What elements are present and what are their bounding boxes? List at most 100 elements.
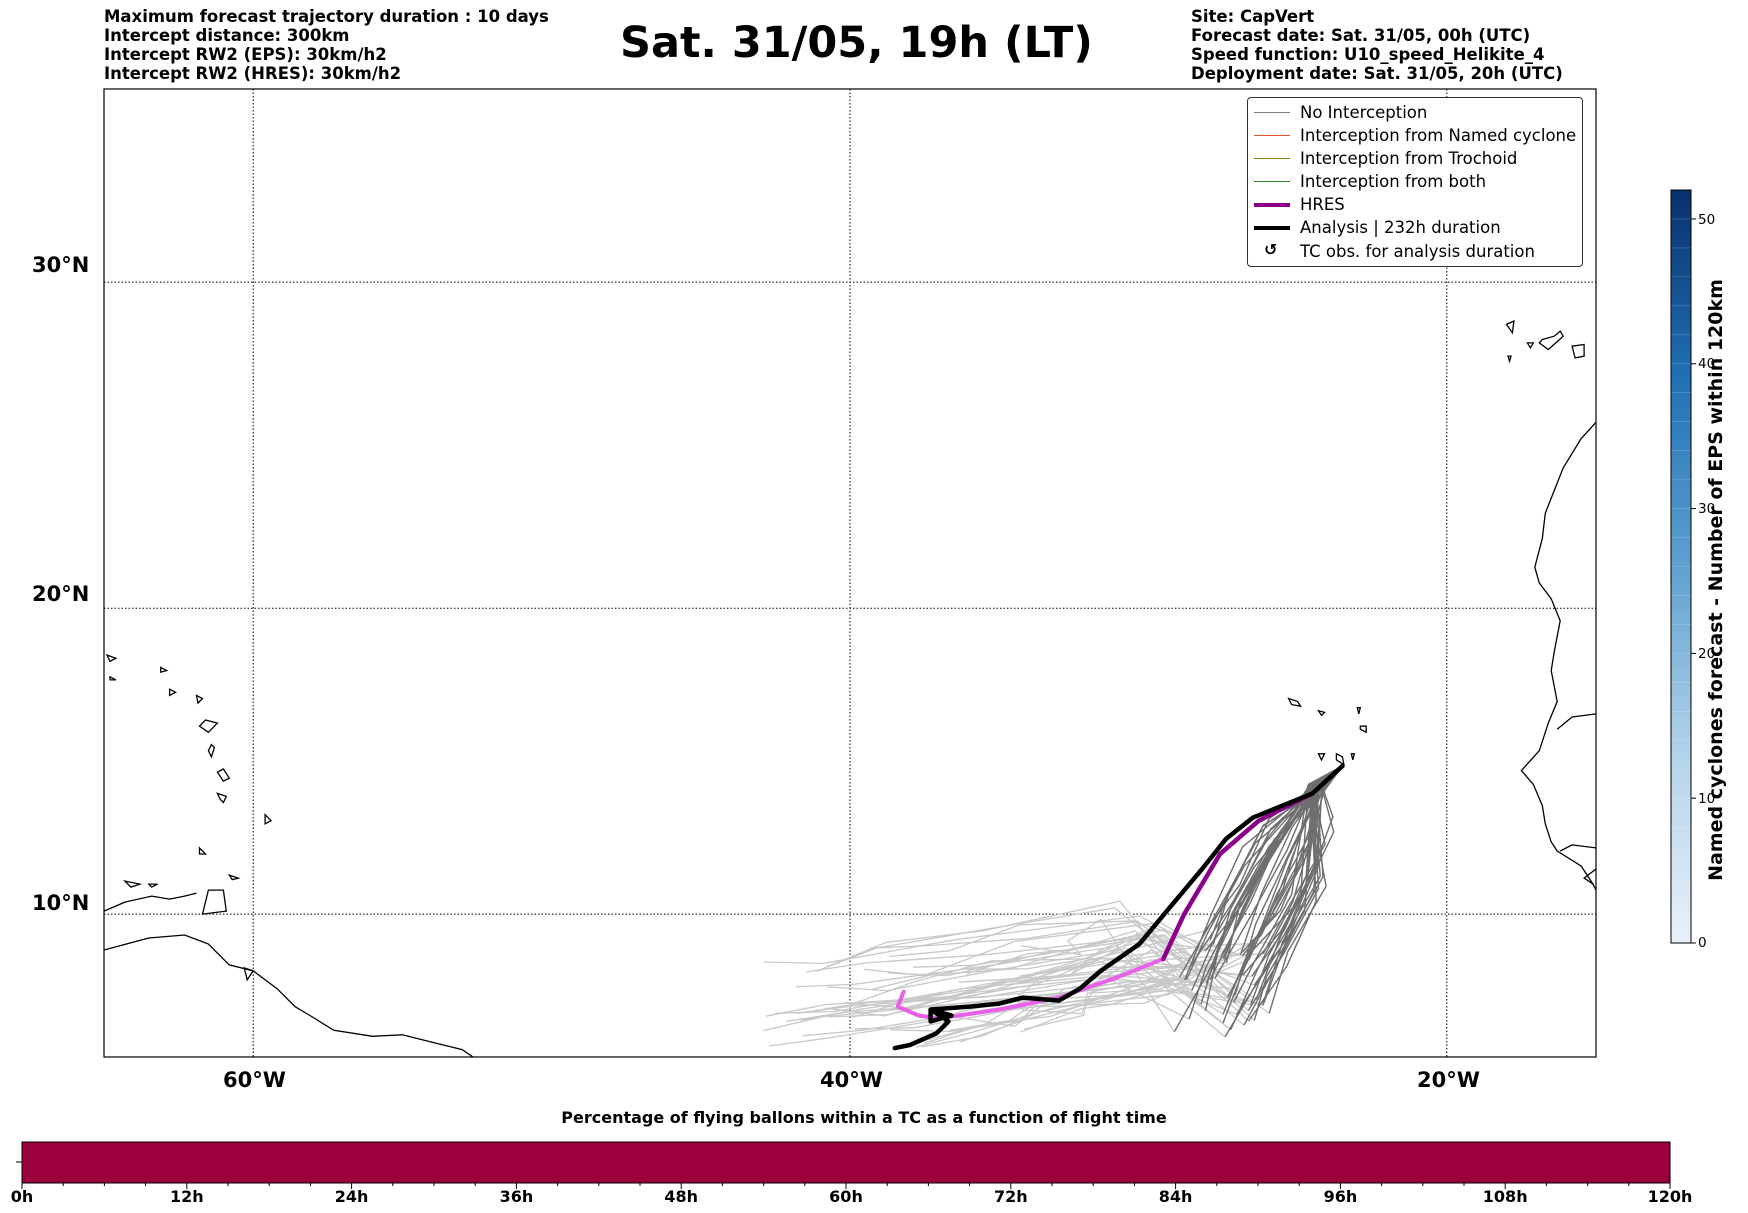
island — [1317, 709, 1326, 717]
legend-tc-obs: ↺ TC obs. for analysis duration — [1248, 240, 1582, 263]
eps-trajectory-late — [795, 945, 1226, 1038]
coastline — [104, 892, 197, 912]
island — [1526, 342, 1535, 350]
island — [264, 813, 273, 825]
island — [243, 966, 255, 982]
time-tick-84h: 84h — [1158, 1187, 1193, 1206]
island — [1359, 725, 1367, 734]
eps-trajectory-early — [1283, 765, 1343, 943]
legend-label: TC obs. for analysis duration — [1300, 242, 1535, 261]
island — [1538, 330, 1565, 351]
lon-label-20w: 20°W — [1417, 1068, 1480, 1092]
eps-trajectory-late — [763, 915, 1206, 965]
legend-trochoid: Interception from Trochoid — [1248, 148, 1582, 170]
island — [147, 883, 158, 888]
legend-named-cyclone: Interception from Named cyclone — [1248, 125, 1582, 147]
island — [195, 694, 204, 705]
eps-trajectory-late — [889, 920, 1211, 980]
island — [227, 873, 241, 881]
colorbar-ticks — [1671, 218, 1696, 944]
page-title: Sat. 31/05, 19h (LT) — [620, 18, 1093, 68]
time-tick-72h: 72h — [993, 1187, 1028, 1206]
legend-label: Interception from Named cyclone — [1300, 126, 1577, 145]
eps-trajectory-late — [890, 968, 1214, 1033]
lon-label-60w: 60°W — [223, 1068, 286, 1092]
island — [109, 675, 117, 681]
island — [216, 768, 231, 783]
param-intercept-eps: Intercept RW2 (EPS): 30km/h2 — [104, 45, 387, 64]
legend-hres: HRES — [1248, 194, 1582, 216]
forecast-parameters: Maximum forecast trajectory duration : 1… — [104, 7, 549, 83]
timeline-title: Percentage of flying ballons within a TC… — [561, 1108, 1167, 1127]
legend-swatch — [1254, 158, 1290, 159]
island — [168, 688, 178, 697]
colorbar-tick-10: 10 — [1698, 791, 1716, 807]
map-frame — [103, 88, 1597, 1058]
island — [1571, 343, 1585, 359]
island — [1505, 319, 1515, 335]
time-tick-120h: 120h — [1647, 1187, 1693, 1206]
graticule — [104, 89, 1596, 1057]
colorbar-tick-0: 0 — [1698, 935, 1707, 951]
hres-track-late — [895, 956, 1166, 1021]
island — [1356, 707, 1362, 715]
coastline — [1559, 844, 1596, 852]
param-max-duration: Maximum forecast trajectory duration : 1… — [104, 7, 549, 26]
lat-label-20: 20°N — [32, 582, 90, 606]
coastline — [1556, 713, 1596, 730]
timeline-fill — [21, 1141, 1671, 1184]
legend-swatch — [1254, 112, 1290, 113]
colorbar-tick-40: 40 — [1698, 356, 1716, 372]
main-tracks — [892, 763, 1345, 1051]
deployment-date: Deployment date: Sat. 31/05, 20h (UTC) — [1191, 64, 1563, 83]
coastlines — [104, 319, 1596, 1057]
map-legend: No Interception Interception from Named … — [1247, 97, 1583, 267]
forecast-date: Forecast date: Sat. 31/05, 00h (UTC) — [1191, 26, 1531, 45]
legend-label: Interception from Trochoid — [1300, 149, 1518, 168]
island — [198, 719, 219, 734]
island — [1287, 697, 1302, 708]
eps-trajectory-late — [1021, 955, 1222, 1015]
time-tick-108h: 108h — [1482, 1187, 1528, 1206]
eps-trajectory-late — [796, 977, 1264, 1015]
legend-label: Analysis | 232h duration — [1300, 218, 1501, 237]
site-info: Site: CapVert Forecast date: Sat. 31/05,… — [1191, 7, 1563, 83]
analysis-track — [892, 763, 1345, 1051]
lon-label-40w: 40°W — [820, 1068, 883, 1092]
time-tick-60h: 60h — [829, 1187, 863, 1206]
time-tick-0h: 0h — [10, 1187, 34, 1206]
island — [160, 666, 169, 674]
eps-trajectory-late — [827, 948, 1224, 1015]
coastline — [1582, 868, 1596, 885]
eps-trajectory-late — [871, 929, 1206, 1012]
legend-label: Interception from both — [1300, 172, 1487, 191]
param-intercept-distance: Intercept distance: 300km — [104, 26, 350, 45]
site-name: Site: CapVert — [1191, 7, 1315, 26]
island — [198, 846, 208, 855]
time-tick-48h: 48h — [664, 1187, 699, 1206]
lat-label-10: 10°N — [32, 891, 90, 915]
eps-trajectory-late — [954, 979, 1234, 1027]
eps-trajectory-late — [824, 963, 1224, 1024]
eps-trajectory-late — [802, 962, 1227, 1014]
time-tick-96h: 96h — [1323, 1187, 1358, 1206]
legend-swatch — [1254, 135, 1290, 136]
colorbar-gradient — [1670, 189, 1692, 944]
time-tick-24h: 24h — [334, 1187, 369, 1206]
island — [207, 743, 216, 759]
eps-trajectory-early — [1224, 765, 1343, 1038]
legend-label: HRES — [1300, 195, 1345, 214]
legend-label: No Interception — [1300, 103, 1428, 122]
colorbar-tick-30: 30 — [1698, 501, 1716, 517]
coastline — [104, 934, 475, 1057]
legend-swatch — [1254, 181, 1290, 182]
legend-no-interception: No Interception — [1248, 102, 1582, 124]
cyclone-symbol-icon: ↺ — [1264, 240, 1278, 259]
param-intercept-hres: Intercept RW2 (HRES): 30km/h2 — [104, 64, 402, 83]
time-tick-12h: 12h — [169, 1187, 204, 1206]
eps-trajectory-early — [1212, 765, 1343, 970]
colorbar-tick-50: 50 — [1698, 212, 1716, 228]
legend-analysis: Analysis | 232h duration — [1248, 217, 1582, 239]
